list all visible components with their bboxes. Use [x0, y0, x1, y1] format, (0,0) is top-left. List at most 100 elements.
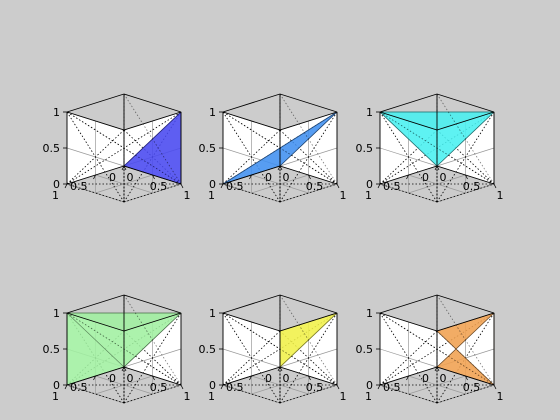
box-edge: [279, 93, 338, 113]
y-tick: [93, 375, 96, 381]
y-tick-label: 0.5: [226, 381, 244, 394]
x-tick-label: 0: [127, 171, 134, 184]
z-tick-label: 1: [209, 106, 216, 119]
x-tick-label: 1: [497, 189, 504, 202]
x-tick-label: 0.5: [463, 381, 481, 394]
y-tick-label: 1: [208, 189, 215, 202]
y-tick-label: 0: [422, 171, 429, 184]
x-tick-label: 0: [127, 372, 134, 385]
y-tick: [121, 165, 125, 171]
y-tick-label: 1: [208, 390, 215, 403]
y-tick-label: 0: [109, 171, 116, 184]
y-tick: [434, 366, 438, 372]
x-tick-label: 1: [340, 189, 347, 202]
z-tick-label: 0.5: [356, 343, 374, 356]
y-tick-label: 1: [52, 390, 59, 403]
box-edge: [379, 312, 438, 332]
y-tick-label: 0: [422, 372, 429, 385]
box-edge: [279, 312, 338, 332]
x-tick-label: 1: [340, 390, 347, 403]
z-tick-label: 1: [366, 307, 373, 320]
box-edge: [279, 294, 338, 314]
wireframe-diagonal: [123, 312, 182, 404]
x-tick: [336, 183, 340, 189]
wireframe-diagonal: [379, 111, 438, 203]
x-tick: [180, 384, 184, 390]
wireframe-overlay: [279, 93, 338, 185]
x-tick: [436, 165, 440, 171]
y-tick: [277, 366, 281, 372]
box-edge: [222, 294, 281, 314]
z-tick-label: 1: [209, 307, 216, 320]
z-tick-label: 0.5: [199, 343, 217, 356]
z-tick-label: 0: [209, 379, 216, 392]
x-tick-label: 0.5: [463, 180, 481, 193]
z-tick-label: 0: [53, 379, 60, 392]
wireframe-overlay: [436, 93, 495, 185]
y-tick: [434, 165, 438, 171]
wireframe-diagonal: [66, 111, 125, 203]
box-edge: [222, 93, 281, 113]
x-tick: [152, 174, 155, 180]
wireframe-edge: [222, 183, 281, 203]
y-tick: [121, 366, 125, 372]
x-tick: [279, 165, 283, 171]
box-edge: [66, 312, 125, 332]
y-tick-label: 0.5: [226, 180, 244, 193]
wireframe-edge: [279, 384, 338, 404]
wireframe-edge: [123, 183, 182, 203]
box-edge: [436, 312, 495, 332]
box-edge: [222, 111, 281, 131]
x-tick: [279, 366, 283, 372]
box-edge: [123, 312, 182, 332]
y-tick: [249, 375, 252, 381]
box-edge: [123, 111, 182, 131]
box-edge: [279, 111, 338, 131]
y-tick: [64, 183, 68, 189]
wireframe-edge: [66, 384, 125, 404]
x-tick: [493, 384, 497, 390]
z-tick-label: 0: [53, 178, 60, 191]
wireframe-diagonal: [222, 312, 281, 404]
box-edge: [66, 93, 125, 113]
box-edge: [436, 294, 495, 314]
wireframe-overlay: [123, 93, 182, 185]
wireframe-edge: [279, 183, 338, 203]
x-tick: [308, 174, 311, 180]
y-tick: [277, 165, 281, 171]
z-tick-label: 0: [209, 178, 216, 191]
patch-edge: [66, 312, 125, 368]
x-tick-label: 0.5: [150, 180, 168, 193]
y-tick-label: 0: [265, 372, 272, 385]
wireframe-overlay: [279, 294, 338, 386]
y-tick: [406, 174, 409, 180]
y-tick: [220, 183, 224, 189]
x-tick-label: 0.5: [306, 180, 324, 193]
wireframe-edge: [222, 384, 281, 404]
wireframe-diagonal: [222, 111, 281, 203]
z-tick-label: 0.5: [43, 343, 61, 356]
y-tick-label: 1: [365, 189, 372, 202]
wireframe-edge: [66, 183, 125, 203]
y-tick: [220, 384, 224, 390]
x-tick: [123, 165, 127, 171]
y-tick-label: 0: [265, 171, 272, 184]
box-edge: [123, 294, 182, 314]
wireframe-diagonal: [379, 312, 438, 404]
y-tick: [377, 183, 381, 189]
x-tick-label: 0.5: [306, 381, 324, 394]
box-edge: [379, 294, 438, 314]
wireframe-edge: [436, 384, 495, 404]
box-edge: [66, 294, 125, 314]
box-edge: [379, 93, 438, 113]
y-tick: [249, 174, 252, 180]
x-tick-label: 1: [497, 390, 504, 403]
wireframe-overlay: [436, 294, 495, 386]
x-tick-label: 0: [440, 171, 447, 184]
y-tick: [406, 375, 409, 381]
